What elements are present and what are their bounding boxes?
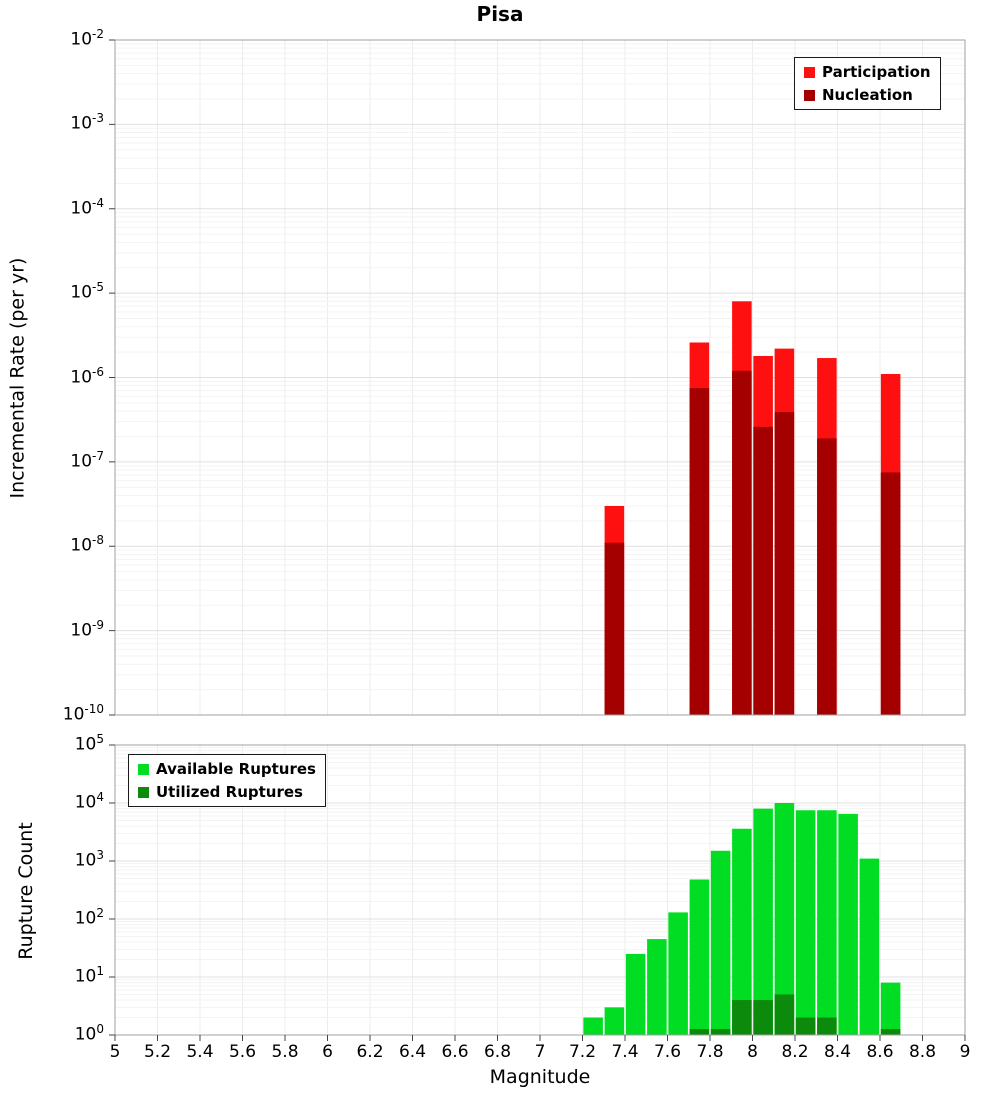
x-tick-label: 7.6 [653, 1042, 682, 1062]
x-tick-label: 6.4 [398, 1042, 427, 1062]
x-tick-label: 8.2 [781, 1042, 809, 1062]
bar-nucleation [732, 370, 752, 715]
legend-item-nucleation: Nucleation [804, 86, 931, 104]
legend-label-utilized-ruptures: Utilized Ruptures [156, 783, 303, 801]
y-tick-label: 10-5 [70, 280, 104, 303]
x-tick-label: 6.6 [441, 1042, 469, 1062]
x-tick-label: 7.2 [568, 1042, 597, 1062]
x-tick-label: 5 [109, 1042, 121, 1062]
bar-utilized [795, 1017, 816, 1035]
bar-available [880, 982, 901, 1035]
x-tick-label: 8.6 [866, 1042, 894, 1062]
bar-available [859, 858, 880, 1035]
x-tick-label: 6 [322, 1042, 333, 1062]
x-axis-label: Magnitude [489, 1066, 591, 1088]
bar-available [689, 879, 710, 1035]
legend-item-available-ruptures: Available Ruptures [138, 760, 316, 778]
legend-label-participation: Participation [822, 63, 931, 81]
x-tick-label: 5.4 [186, 1042, 214, 1062]
bar-available [668, 912, 688, 1035]
bar-available [710, 850, 731, 1035]
x-tick-label: 5.8 [271, 1042, 299, 1062]
figure-title: Pisa [476, 2, 524, 26]
x-tick-label: 9 [959, 1042, 971, 1062]
utilized-ruptures-swatch [138, 786, 149, 798]
bar-nucleation [689, 388, 710, 715]
y-tick-label: 10-7 [70, 448, 104, 472]
y-tick-label: 10-6 [70, 364, 104, 388]
bar-available [753, 808, 773, 1035]
y-tick-label: 104 [74, 790, 104, 813]
bar-nucleation [817, 438, 837, 715]
bar-utilized [880, 1029, 901, 1035]
x-tick-label: 7.4 [611, 1042, 639, 1062]
bar-available [774, 803, 795, 1035]
bar-available [647, 939, 667, 1035]
legend-bottom: Available Ruptures Utilized Ruptures [128, 754, 326, 807]
y-tick-label: 10-8 [70, 533, 104, 556]
bar-available [795, 810, 816, 1035]
y-tick-label: 105 [74, 732, 104, 755]
legend-label-available-ruptures: Available Ruptures [156, 760, 316, 778]
bar-utilized [817, 1017, 837, 1035]
x-tick-label: 6.2 [356, 1042, 384, 1062]
x-tick-label: 5.2 [143, 1042, 172, 1062]
legend-label-nucleation: Nucleation [822, 86, 913, 104]
legend-top: Participation Nucleation [794, 57, 941, 110]
bar-utilized [732, 1000, 752, 1035]
bar-available [838, 813, 858, 1035]
x-tick-label: 5.6 [228, 1042, 257, 1062]
nucleation-swatch [804, 89, 815, 101]
bar-nucleation [604, 542, 625, 715]
x-tick-label: 8.4 [823, 1042, 852, 1062]
y-tick-label: 10-3 [70, 111, 104, 135]
bar-available [817, 810, 837, 1035]
y-tick-label: 10-10 [62, 702, 104, 725]
bar-utilized [753, 1000, 773, 1035]
x-tick-label: 7 [534, 1042, 546, 1062]
available-ruptures-swatch [138, 763, 149, 775]
y-tick-label: 10-9 [70, 617, 104, 641]
bar-utilized [774, 994, 795, 1035]
bar-nucleation [753, 426, 773, 715]
bar-utilized [689, 1029, 710, 1035]
y-tick-label: 100 [74, 1022, 104, 1045]
y-tick-label: 102 [74, 906, 104, 929]
legend-item-participation: Participation [804, 63, 931, 81]
legend-item-utilized-ruptures: Utilized Ruptures [138, 783, 316, 801]
x-tick-label: 7.8 [696, 1042, 724, 1062]
bar-available [583, 1017, 603, 1035]
bar-nucleation [774, 412, 795, 715]
y-tick-label: 10-4 [70, 195, 104, 219]
y-tick-label: 103 [74, 848, 104, 871]
bar-available [732, 828, 752, 1035]
y-tick-label: 101 [74, 964, 104, 987]
participation-swatch [804, 66, 815, 78]
x-tick-label: 8.8 [908, 1042, 937, 1062]
bar-utilized [710, 1029, 731, 1035]
bar-available [604, 1007, 625, 1035]
y-tick-label: 10-2 [70, 27, 104, 50]
x-tick-label: 8 [747, 1042, 758, 1062]
x-tick-label: 6.8 [483, 1042, 512, 1062]
bar-available [625, 953, 646, 1035]
bar-nucleation [880, 472, 901, 715]
